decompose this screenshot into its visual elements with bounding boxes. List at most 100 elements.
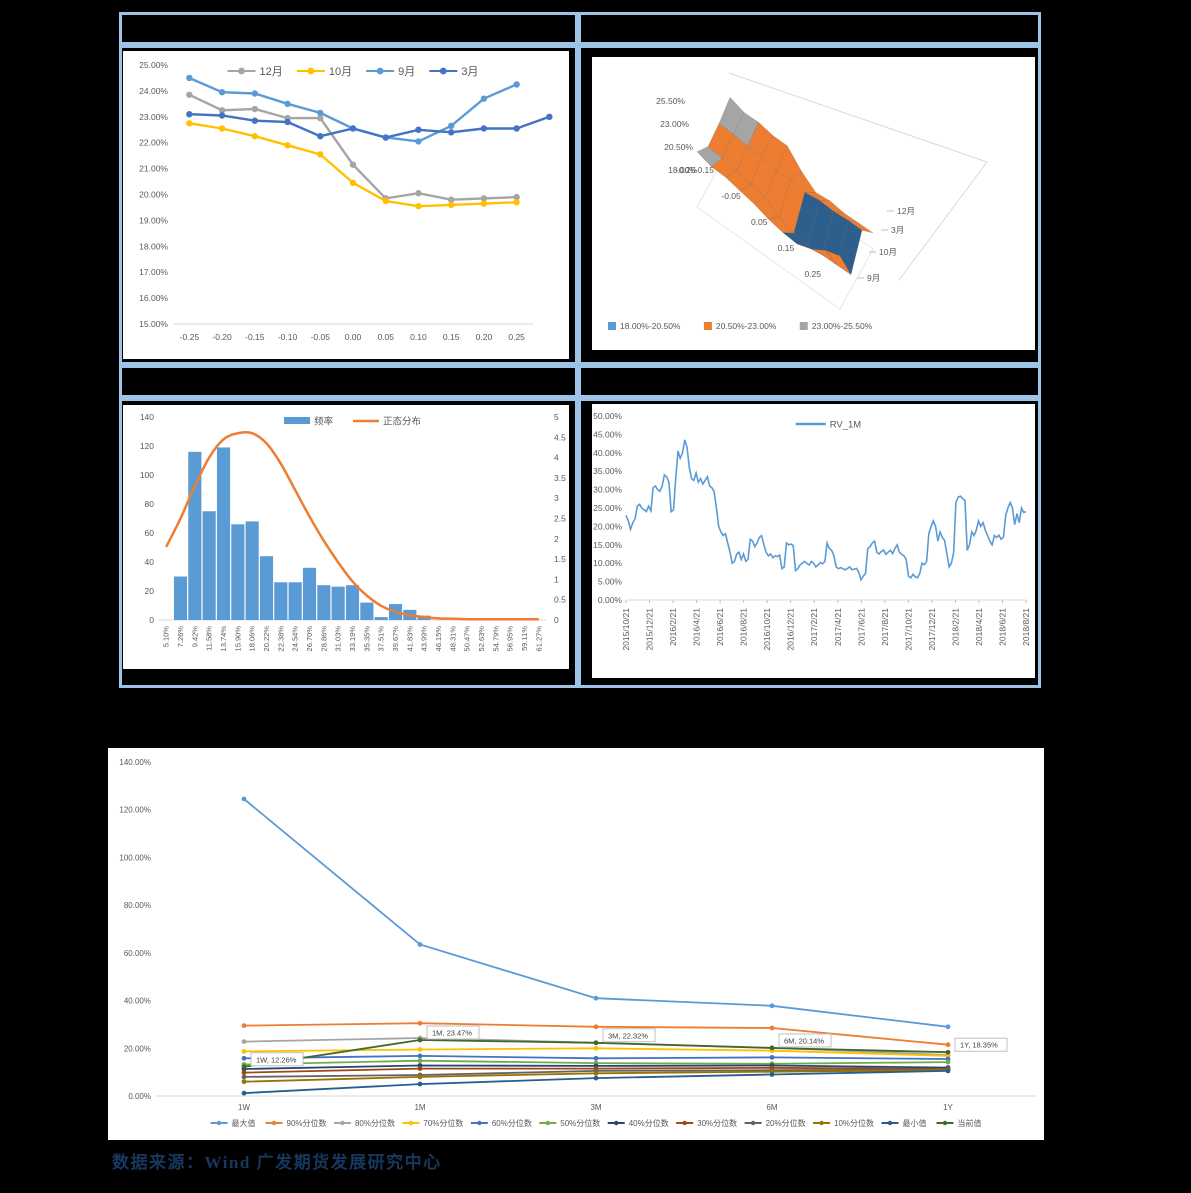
right-y-tick: 0 xyxy=(554,615,559,625)
legend-label: 70%分位数 xyxy=(423,1118,463,1128)
data-point xyxy=(417,1081,423,1087)
histogram-panel: 0 20 40 60 80 100 120 140 0 0.5 1 1.5 2 2.5 3 3.5 4 4.5 5 5… xyxy=(123,405,569,669)
legend-dot xyxy=(271,1120,277,1126)
y-axis-tick: 60.00% xyxy=(124,949,151,958)
legend-dot xyxy=(376,67,384,75)
legend-dot xyxy=(216,1120,222,1126)
y-axis-tick: 0.00% xyxy=(128,1092,151,1101)
callout-1Y, 18.35%: 1Y, 18.35% xyxy=(954,1037,1008,1052)
legend-label: 频率 xyxy=(314,415,334,427)
rv1m-line-chart: 0.00% 5.00% 10.00% 15.00% 20.00% 25.00% 30.00%… xyxy=(593,411,1031,651)
x-axis-tick: 2017/8/21 xyxy=(880,608,890,646)
data-point xyxy=(513,81,520,88)
y-axis-tick: 35.00% xyxy=(593,466,622,476)
legend-dot xyxy=(439,67,447,75)
data-point xyxy=(945,1024,951,1030)
callout-1M, 23.47%: 1M, 23.47% xyxy=(426,1025,480,1040)
data-point xyxy=(513,193,520,201)
series-3月 xyxy=(186,111,553,141)
legend-label: 10%分位数 xyxy=(834,1118,874,1128)
data-point xyxy=(241,1070,247,1076)
y-axis-tick: 25.00% xyxy=(593,503,622,513)
data-point xyxy=(447,196,455,203)
x-axis-tick: 9.42% xyxy=(190,626,199,648)
y-axis-tick: 24.00% xyxy=(139,86,168,96)
delta-axis-tick: -0.15 xyxy=(695,165,715,175)
legend-label: 9月 xyxy=(398,66,415,78)
data-point xyxy=(415,138,422,145)
frequency-histogram-chart: 0 20 40 60 80 100 120 140 0 0.5 1 1.5 2 2.5 3 3.5 4 4.5 5 5… xyxy=(140,412,566,652)
vol-surface-3d-chart: 25.50% 23.00% 20.50% 18.00%-0.25 -0.15 -0.05 0… xyxy=(608,72,988,331)
data-point xyxy=(317,114,324,122)
y-axis-tick: 140.00% xyxy=(119,758,151,767)
data-point xyxy=(769,1025,775,1031)
data-point xyxy=(186,111,193,118)
legend-swatch xyxy=(799,322,808,330)
x-axis-tick: 43.99% xyxy=(420,626,429,652)
data-point xyxy=(769,1054,775,1060)
legend-label: 30%分位数 xyxy=(697,1118,737,1128)
y-axis-tick: 17.00% xyxy=(139,267,168,277)
legend-label: 50%分位数 xyxy=(560,1118,600,1128)
data-point xyxy=(546,113,553,120)
legend-dot xyxy=(545,1120,550,1126)
series-60%分位数 xyxy=(241,1053,951,1062)
left-y-tick: 40 xyxy=(145,557,155,567)
x-axis-tick: 0.25 xyxy=(508,332,525,342)
series-正态分布 xyxy=(165,430,539,621)
delta-axis-tick: -0.05 xyxy=(721,191,741,201)
legend-label: 10月 xyxy=(329,66,352,78)
series-最小值 xyxy=(241,1068,951,1096)
x-axis-tick: 61.27% xyxy=(534,626,543,652)
series-axis-tick: 9月 xyxy=(867,273,880,283)
percentile-cone-panel: 0.00% 20.00% 40.00% 60.00% 80.00% 100.00% 120.… xyxy=(108,748,1044,1140)
legend-item: 最大值 xyxy=(210,1118,256,1128)
data-point xyxy=(382,134,389,141)
y-axis-tick: 19.00% xyxy=(139,215,168,225)
data-point xyxy=(417,1047,423,1052)
left-y-tick: 20 xyxy=(145,586,155,596)
x-axis-tick: -0.20 xyxy=(212,332,232,342)
data-point xyxy=(251,117,259,124)
series-axis-tick: 12月 xyxy=(897,206,915,216)
left-y-tick: 80 xyxy=(145,499,155,509)
histogram-bar xyxy=(173,576,188,620)
x-axis-tick: 15.90% xyxy=(233,626,242,652)
x-axis-tick: 2016/10/21 xyxy=(762,608,772,651)
data-point xyxy=(218,107,226,114)
x-axis-tick: 24.54% xyxy=(291,626,300,652)
legend-swatch xyxy=(703,322,712,330)
right-y-tick: 2.5 xyxy=(554,514,566,524)
callout-box xyxy=(602,1028,656,1043)
histogram-bar xyxy=(216,447,231,620)
data-point xyxy=(241,1079,247,1085)
data-point xyxy=(241,1064,247,1070)
x-axis-tick: -0.10 xyxy=(278,332,298,342)
x-axis-tick: -0.25 xyxy=(180,332,200,342)
left-y-tick: 140 xyxy=(140,412,154,422)
data-point xyxy=(218,112,226,119)
delta-axis-tick: -0.25 xyxy=(676,165,696,175)
surface-band xyxy=(824,249,852,275)
data-point xyxy=(186,120,193,127)
x-axis-tick: 22.38% xyxy=(276,626,285,652)
series-line xyxy=(189,113,550,139)
legend-item: 90%分位数 xyxy=(265,1118,327,1128)
panel-title-bar xyxy=(578,12,1041,45)
data-point xyxy=(284,118,291,126)
data-point xyxy=(945,1059,951,1065)
x-axis-tick: 2016/6/21 xyxy=(715,608,725,646)
legend-label: 正态分布 xyxy=(383,415,421,427)
x-axis-tick: 2018/6/21 xyxy=(997,608,1007,646)
legend-dot xyxy=(238,67,245,75)
x-axis-tick: 28.86% xyxy=(319,626,328,652)
x-axis-tick: 0.00 xyxy=(345,332,362,342)
right-y-tick: 1.5 xyxy=(554,554,566,564)
data-point xyxy=(593,1045,599,1051)
y-axis-tick: 120.00% xyxy=(119,806,151,815)
legend-dot xyxy=(682,1120,687,1126)
data-point xyxy=(769,1045,775,1051)
x-axis-tick: 39.67% xyxy=(391,626,400,652)
histogram-bar xyxy=(288,582,302,620)
surface-mesh xyxy=(696,96,874,276)
